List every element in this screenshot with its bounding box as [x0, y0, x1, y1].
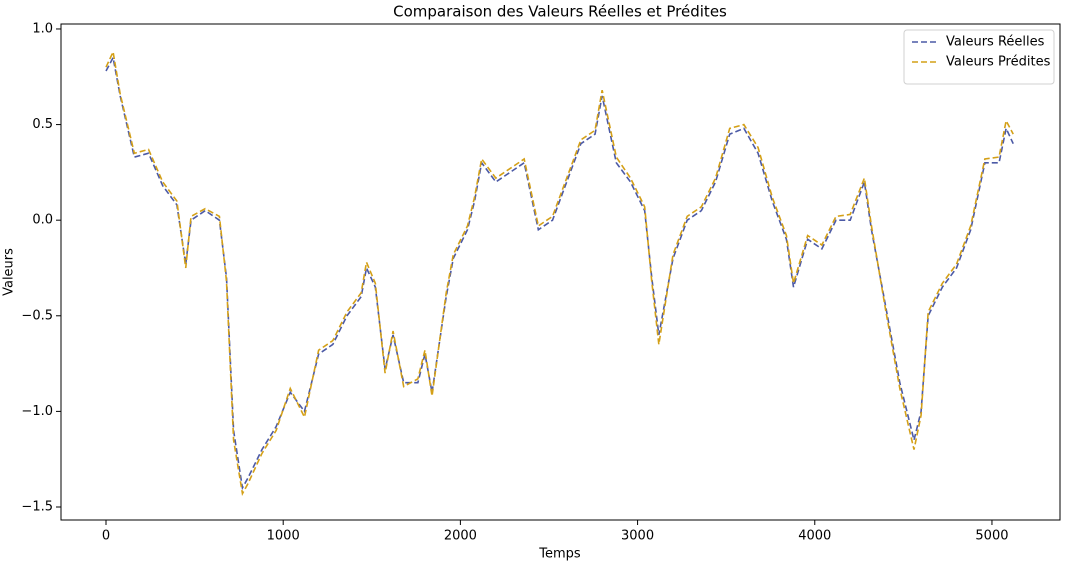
series-line	[105, 49, 1014, 497]
y-tick-label: 1.0	[32, 21, 53, 36]
legend-label: Valeurs Prédites	[946, 55, 1051, 70]
chart-title: Comparaison des Valeurs Réelles et Prédi…	[393, 3, 727, 21]
x-tick-label: 4000	[798, 529, 831, 544]
y-tick-label: 0.0	[32, 213, 53, 228]
x-tick-label: 1000	[267, 529, 300, 544]
y-tick-label: −1.5	[21, 499, 53, 514]
plot-frame	[60, 23, 1061, 521]
x-tick-label: 5000	[975, 529, 1008, 544]
y-tick-label: 0.5	[32, 117, 53, 132]
y-tick-label: −1.0	[21, 404, 53, 419]
x-tick-label: 2000	[444, 529, 477, 544]
legend-label: Valeurs Réelles	[946, 35, 1045, 50]
series-line	[105, 55, 1014, 491]
y-axis-label: Valeurs	[2, 248, 17, 296]
x-tick-label: 3000	[621, 529, 654, 544]
legend-box	[903, 29, 1055, 85]
x-tick-label: 0	[102, 529, 110, 544]
y-tick-label: −0.5	[21, 308, 53, 323]
x-axis-label: Temps	[538, 547, 581, 562]
